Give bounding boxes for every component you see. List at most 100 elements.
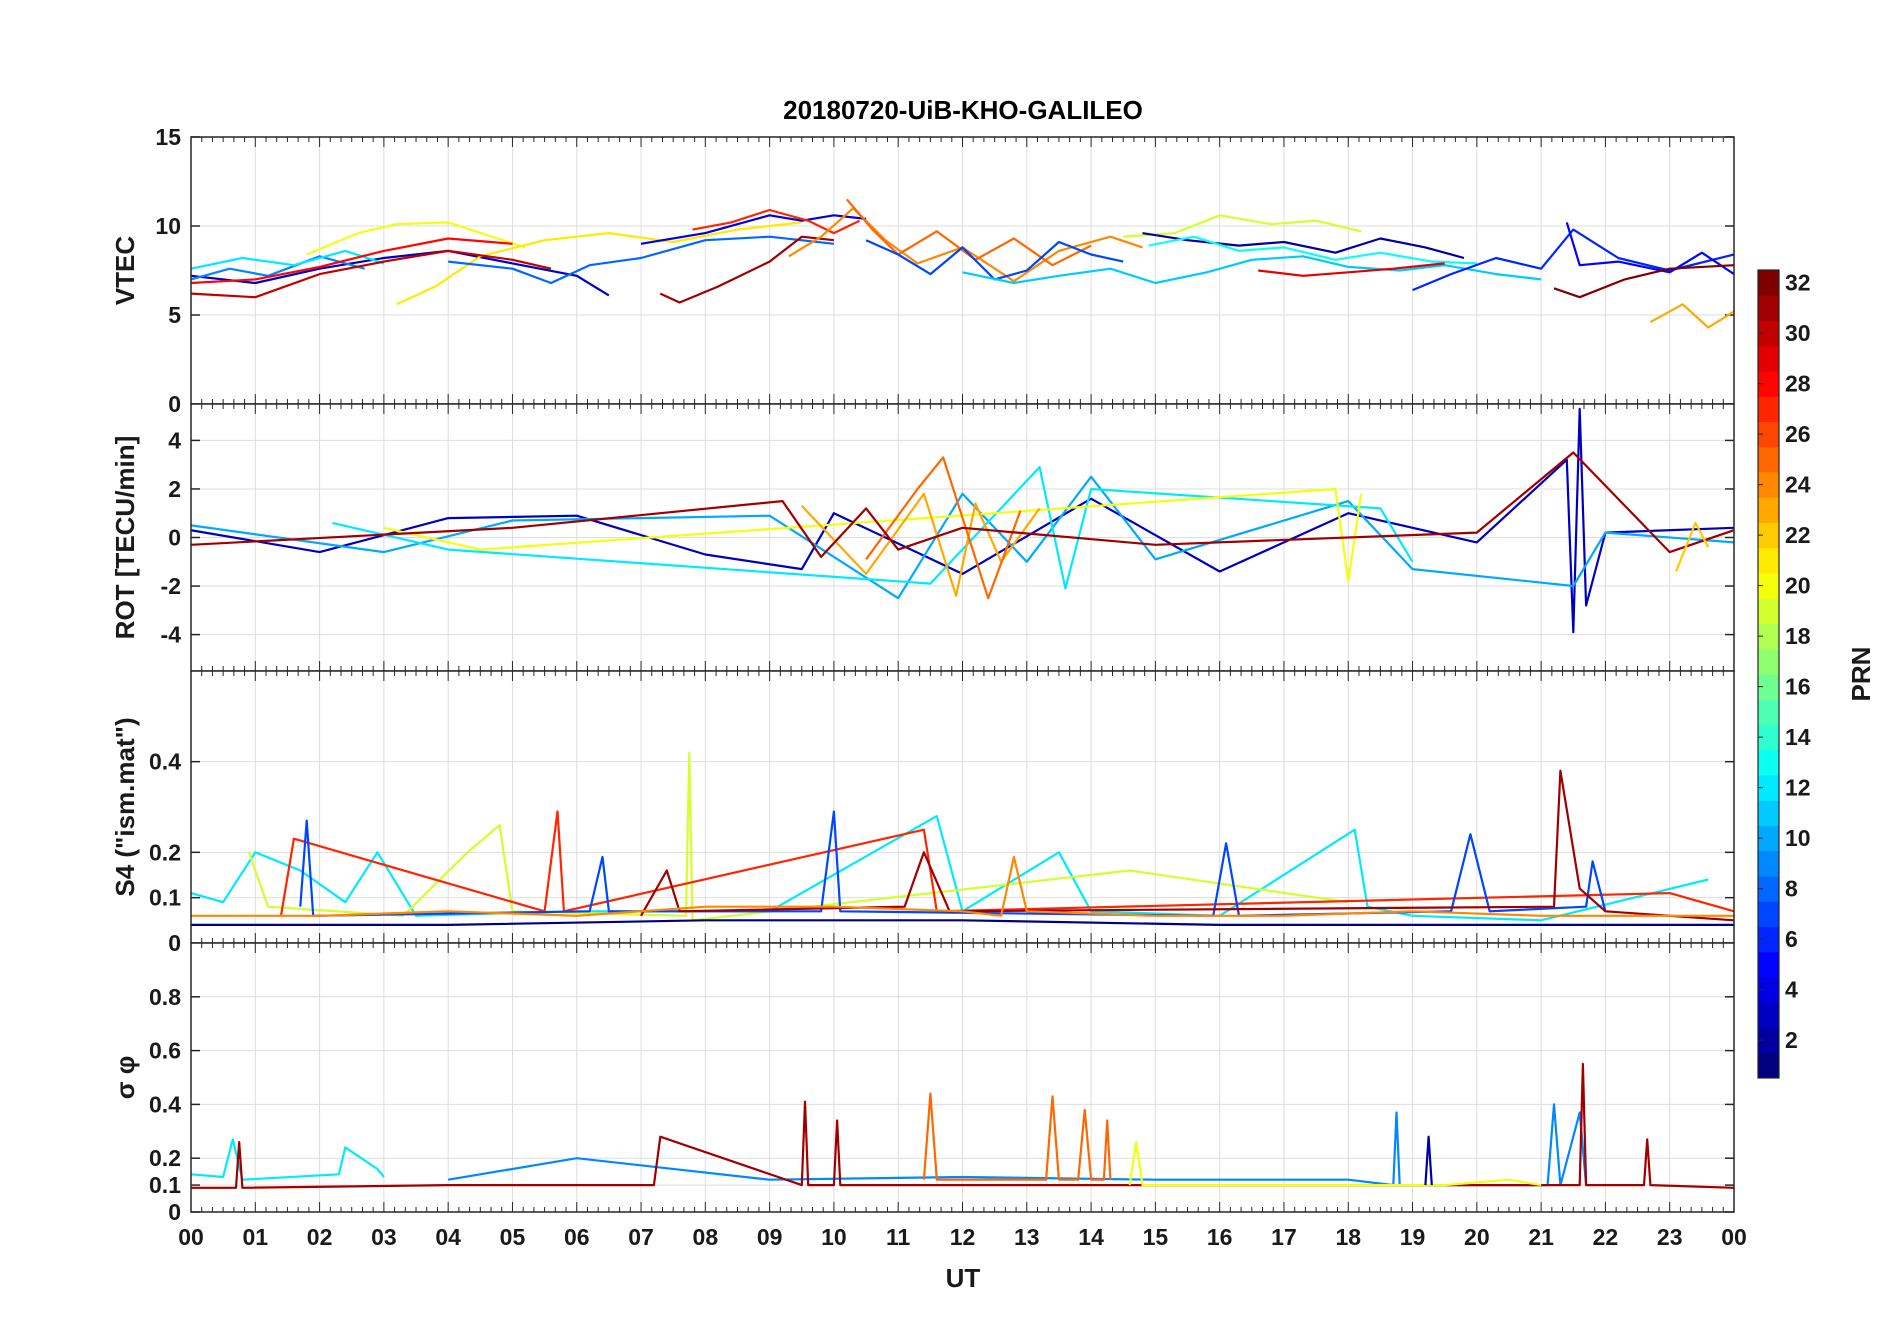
- series-line-prn-20: [383, 487, 1363, 583]
- x-tick-label: 06: [564, 1224, 590, 1250]
- series-line-prn-4: [640, 214, 867, 245]
- colorbar-segment: [1758, 648, 1779, 675]
- series-line-prn-5: [1565, 222, 1734, 276]
- y-tick-label: 2: [168, 476, 181, 502]
- y-axis-label: ROT [TECU/min]: [110, 436, 140, 640]
- colorbar-segment: [1758, 472, 1779, 498]
- y-tick-label: 0.8: [149, 984, 181, 1010]
- series-group: [191, 1062, 1734, 1189]
- y-axis-label: σ φ: [110, 1056, 140, 1100]
- colorbar-tick-label: 16: [1785, 674, 1811, 700]
- colorbar-segment: [1758, 825, 1779, 852]
- y-tick-label: 4: [168, 427, 181, 453]
- colorbar-tick-label: 10: [1785, 825, 1811, 851]
- colorbar-segment: [1758, 674, 1779, 700]
- y-tick-label: 15: [155, 124, 181, 150]
- series-group: [191, 198, 1734, 329]
- colorbar-tick-label: 8: [1785, 876, 1798, 902]
- y-tick-label: 0.2: [149, 1145, 181, 1171]
- colorbar-segment: [1758, 926, 1779, 953]
- colorbar-segment: [1758, 270, 1779, 296]
- y-tick-label: 0: [168, 930, 181, 956]
- colorbar-segment: [1758, 371, 1779, 397]
- colorbar-tick-label: 24: [1785, 472, 1811, 498]
- series-line-prn-27: [692, 208, 861, 235]
- series-line-prn-13: [1148, 235, 1477, 265]
- y-tick-label: -2: [161, 573, 181, 599]
- colorbar-tick-label: 22: [1785, 522, 1811, 548]
- colorbar-segment: [1758, 800, 1779, 826]
- colorbar-tick-label: 2: [1785, 1027, 1798, 1053]
- colorbar-segment: [1758, 1052, 1779, 1079]
- series-line-prn-25: [922, 1092, 1112, 1181]
- x-tick-label: 17: [1271, 1224, 1297, 1250]
- y-tick-label: 0.2: [149, 839, 181, 865]
- x-tick-label: 14: [1078, 1224, 1104, 1250]
- colorbar-segment: [1758, 522, 1779, 549]
- series-line-prn-6: [1412, 228, 1734, 292]
- series-line-prn-31: [191, 451, 1734, 559]
- colorbar-segment: [1758, 876, 1779, 902]
- y-tick-label: -4: [161, 622, 182, 648]
- y-axis-label: S4 ("ism.mat"): [110, 717, 140, 896]
- series-line-prn-25: [845, 198, 1092, 267]
- x-tick-label: 19: [1400, 1224, 1426, 1250]
- x-tick-label: 21: [1528, 1224, 1554, 1250]
- colorbar-segment: [1758, 775, 1779, 801]
- series-group: [191, 751, 1734, 927]
- panel-frame: [190, 942, 1735, 1213]
- colorbar-segment: [1758, 396, 1779, 422]
- series-line-prn-3: [191, 249, 610, 297]
- colorbar-segment: [1758, 901, 1779, 927]
- y-axis-label: VTEC: [110, 236, 140, 306]
- series-line-prn-21: [396, 221, 802, 306]
- series-group: [191, 407, 1734, 634]
- series-line-prn-22: [1675, 521, 1710, 572]
- x-tick-label: 08: [693, 1224, 719, 1250]
- x-tick-label: 12: [950, 1224, 976, 1250]
- x-tick-label: 09: [757, 1224, 783, 1250]
- colorbar-segment: [1758, 977, 1779, 1003]
- colorbar-segment: [1758, 446, 1779, 473]
- y-tick-label: 0.1: [149, 1172, 181, 1198]
- series-line-prn-8: [448, 235, 835, 285]
- x-axis-label: UT: [946, 1263, 981, 1293]
- colorbar-tick-label: 26: [1785, 421, 1811, 447]
- series-line-prn-1: [191, 919, 1734, 927]
- y-tick-label: 0: [168, 525, 181, 551]
- x-tick-label: 04: [435, 1224, 461, 1250]
- series-line-prn-20: [1128, 1140, 1542, 1187]
- series-line-prn-19: [247, 751, 1349, 922]
- panel-3: 0 0.1 0.2 0.4 S4 ("ism.mat"): [110, 670, 1735, 956]
- x-tick-label: 00: [1721, 1224, 1747, 1250]
- x-tick-label: 05: [500, 1224, 526, 1250]
- series-line-prn-2: [1142, 232, 1465, 260]
- colorbar-segment: [1758, 421, 1779, 448]
- y-tick-label: 5: [168, 302, 181, 328]
- colorbar-segment: [1758, 951, 1779, 978]
- colorbar-tick-label: 32: [1785, 270, 1811, 296]
- colorbar-frame: [1757, 269, 1780, 1079]
- y-tick-label: 0: [168, 391, 181, 417]
- y-tick-label: 0.6: [149, 1038, 181, 1064]
- series-line-prn-31: [659, 235, 835, 304]
- colorbar-tick-label: 18: [1785, 623, 1811, 649]
- series-line-prn-30: [191, 249, 552, 299]
- colorbar-tick-label: 14: [1785, 724, 1811, 750]
- colorbar-tick-label: 12: [1785, 775, 1811, 801]
- series-line-prn-23: [1649, 303, 1734, 329]
- colorbar-tick-label: 4: [1785, 977, 1798, 1003]
- colorbar-segment: [1758, 1002, 1779, 1028]
- colorbar-segment: [1758, 724, 1779, 751]
- panel-2: -4 -2 0 2 4 ROT [TECU/min]: [110, 403, 1735, 672]
- series-line-prn-20: [306, 221, 526, 256]
- series-line-prn-19: [1123, 214, 1362, 238]
- colorbar-segment: [1758, 573, 1779, 599]
- series-line-prn-31: [191, 1062, 1734, 1189]
- series-line-prn-2: [1424, 1135, 1433, 1186]
- y-tick-label: 0: [168, 1199, 181, 1225]
- y-tick-label: 0.1: [149, 885, 181, 911]
- series-line-prn-29: [1258, 262, 1445, 277]
